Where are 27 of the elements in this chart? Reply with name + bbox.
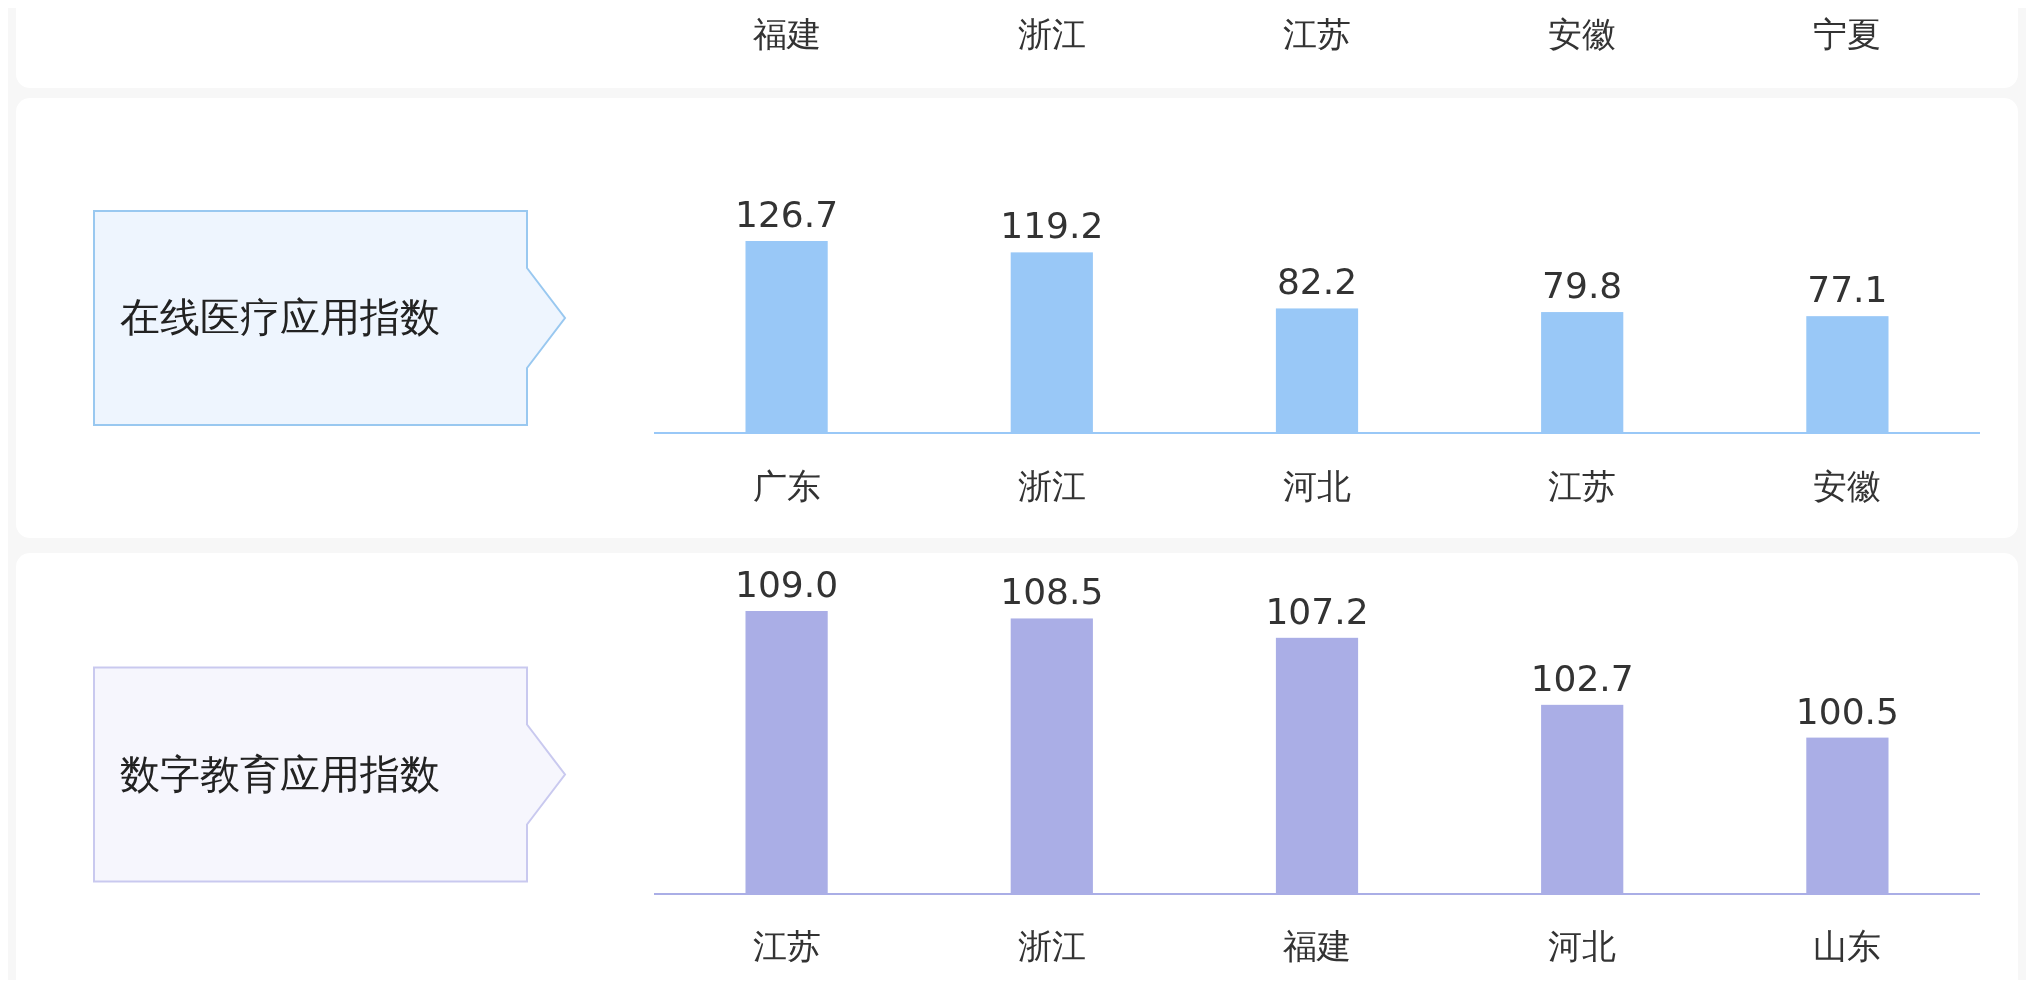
data-label: 82.2 bbox=[1276, 261, 1358, 303]
data-label: 102.7 bbox=[1530, 657, 1634, 699]
x-tick-label: 河北 bbox=[1548, 926, 1617, 966]
x-tick-label: 浙江 bbox=[1017, 926, 1086, 966]
data-label: 100.5 bbox=[1795, 690, 1899, 732]
x-tick-label: 江苏 bbox=[752, 926, 821, 966]
data-label: 108.5 bbox=[1000, 571, 1104, 613]
x-tick-label: 江苏 bbox=[1548, 466, 1617, 506]
text: 浙江 bbox=[1017, 14, 1086, 54]
data-label: 77.1 bbox=[1807, 269, 1888, 311]
text: 数字教育应用指数 bbox=[120, 750, 440, 797]
data-label: 79.8 bbox=[1542, 265, 1623, 307]
x-tick-label: 安徽 bbox=[1813, 466, 1882, 506]
x-tick-label: 山东 bbox=[1813, 926, 1882, 966]
data-label: 109.0 bbox=[735, 564, 839, 605]
data-label: 119.2 bbox=[1000, 205, 1104, 247]
text: 在线医疗应用指数 bbox=[120, 294, 440, 340]
x-tick-label: 广东 bbox=[752, 466, 821, 506]
x-tick-label: 浙江 bbox=[1017, 466, 1086, 506]
text: 江苏 bbox=[1283, 14, 1351, 54]
x-tick-label: 福建 bbox=[1283, 926, 1351, 966]
data-label: 126.7 bbox=[735, 194, 839, 235]
text: 安徽 bbox=[1548, 14, 1617, 54]
data-label: 107.2 bbox=[1265, 590, 1369, 632]
text: 宁夏 bbox=[1813, 14, 1882, 54]
x-tick-label: 河北 bbox=[1283, 466, 1351, 506]
text: 福建 bbox=[752, 14, 821, 54]
